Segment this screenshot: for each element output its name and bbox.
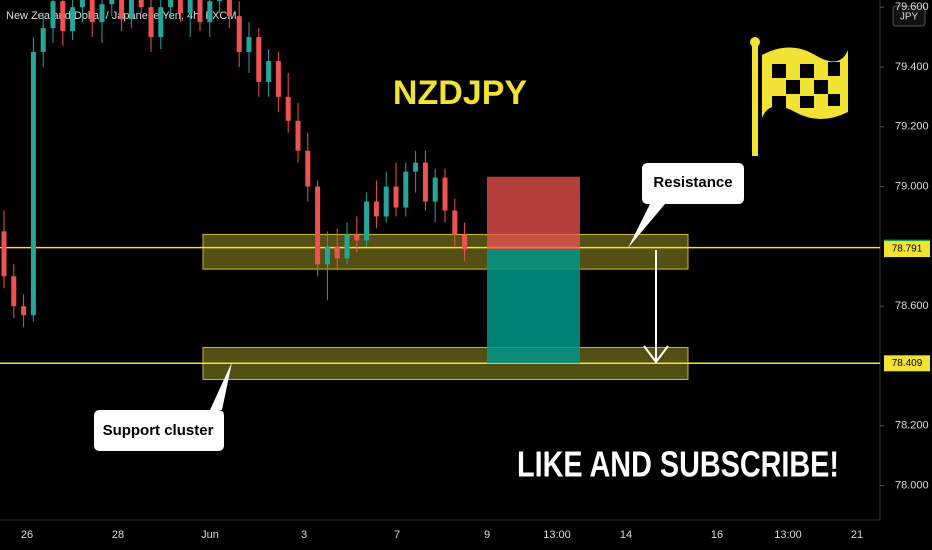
candle-body <box>324 246 330 265</box>
candle-body <box>30 52 36 316</box>
y-tick-label: 79.200 <box>895 121 929 133</box>
candle-body <box>119 0 125 20</box>
candle-body <box>236 16 242 53</box>
zone <box>202 233 689 270</box>
candle-body <box>70 7 76 32</box>
cta: LIKE AND SUBSCRIBE! <box>517 443 839 484</box>
candle-body <box>207 1 213 23</box>
symbol: NZDJPY <box>393 74 527 112</box>
candle-body <box>452 210 458 235</box>
target-zone <box>487 249 580 364</box>
candle-body <box>138 0 144 8</box>
resistance-callout: Resistance <box>628 163 744 248</box>
currency-badge <box>892 5 926 27</box>
candle-body <box>11 276 17 307</box>
candle-body <box>275 61 281 97</box>
candle-body <box>305 150 311 187</box>
candle-body <box>187 0 193 14</box>
candle-body <box>79 0 85 8</box>
candle-body <box>344 234 350 259</box>
x-tick-label: Jun <box>201 529 219 541</box>
candle-body <box>266 61 272 82</box>
candle-body <box>422 162 428 202</box>
price-tag-label: 78.409 <box>892 358 923 369</box>
candle-body <box>373 201 379 217</box>
price-tag <box>884 355 930 372</box>
candle-body <box>21 306 27 316</box>
y-tick-label: 79.000 <box>895 180 929 192</box>
x-tick-label: 13:00 <box>543 529 571 541</box>
x-tick-label: 13:00 <box>774 529 802 541</box>
candle-body <box>40 28 46 53</box>
candle-body <box>109 0 115 5</box>
price-tag <box>884 241 930 258</box>
candle-body <box>393 186 399 208</box>
candle-body <box>217 0 223 2</box>
candle-body <box>413 162 419 172</box>
x-tick-label: 28 <box>112 529 124 541</box>
x-tick-label: 16 <box>711 529 723 541</box>
candle-body <box>226 0 232 17</box>
x-tick-label: 3 <box>301 529 307 541</box>
candle-body <box>442 177 448 211</box>
candle-body <box>177 0 183 14</box>
candle-body <box>128 0 134 20</box>
candle-body <box>246 37 252 53</box>
candle-body <box>383 186 389 217</box>
candle-body <box>197 0 203 23</box>
flag-icon <box>750 37 848 156</box>
y-tick-label: 78.200 <box>895 420 929 432</box>
candle-body <box>364 201 370 241</box>
currency: JPY <box>900 12 919 23</box>
candle-body <box>334 246 340 259</box>
candle-body <box>148 7 154 38</box>
price-tag-label: 78.791 <box>892 244 923 255</box>
candle-body <box>89 0 95 23</box>
candle-body <box>462 234 468 250</box>
candle-body <box>354 234 360 241</box>
resistance-label: Resistance <box>653 174 732 191</box>
candle-body <box>158 7 164 38</box>
candle-body <box>60 1 66 32</box>
candle-body <box>256 37 262 82</box>
candle-body <box>1 231 7 277</box>
candle-body <box>295 120 301 151</box>
support-label: Support cluster <box>103 422 214 439</box>
candle-body <box>168 0 174 8</box>
candle-body <box>285 96 291 121</box>
y-tick-label: 79.400 <box>895 61 929 73</box>
candle-body <box>315 186 321 265</box>
x-tick-label: 26 <box>21 529 33 541</box>
support-callout: Support cluster <box>94 362 232 451</box>
y-tick-label: 78.000 <box>895 480 929 492</box>
candle-body <box>99 4 105 23</box>
candle-body <box>50 1 56 29</box>
stop-zone <box>487 176 580 250</box>
y-tick-label: 79.600 <box>895 1 929 13</box>
x-tick-label: 7 <box>394 529 400 541</box>
candle-body <box>432 177 438 202</box>
x-tick-label: 21 <box>851 529 863 541</box>
y-tick-label: 78.600 <box>895 300 929 312</box>
x-tick-label: 9 <box>484 529 490 541</box>
x-tick-label: 14 <box>620 529 632 541</box>
arrow <box>643 250 669 364</box>
candle-body <box>403 171 409 208</box>
